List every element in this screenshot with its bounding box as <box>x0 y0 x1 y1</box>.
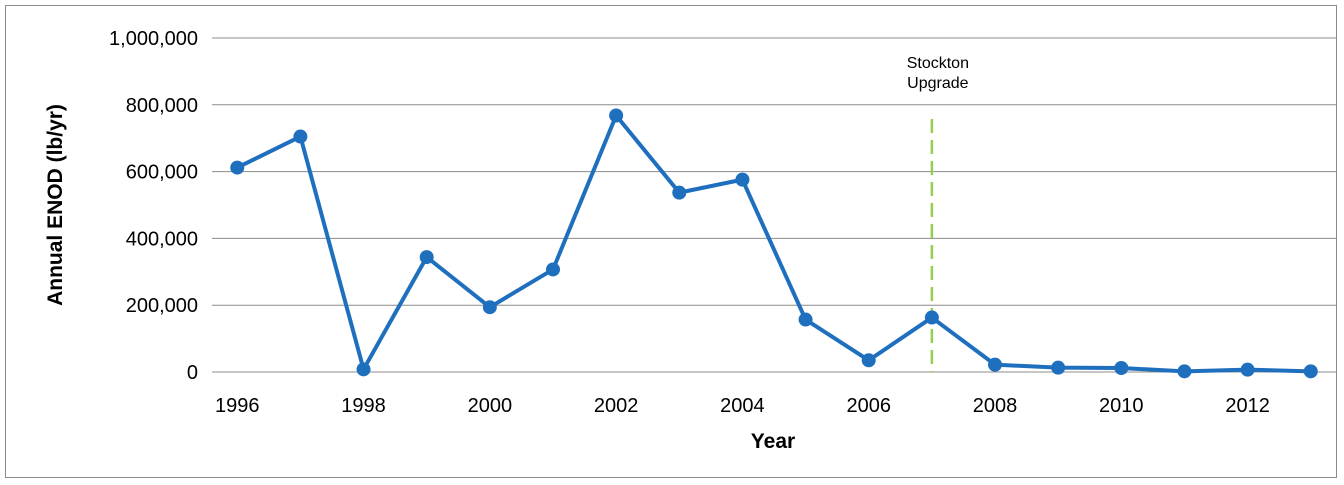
data-point <box>861 353 876 368</box>
data-point <box>230 160 245 175</box>
x-tick-label: 1998 <box>341 395 386 417</box>
x-axis-ticks: 1996 1998 2000 2002 2004 2006 2008 2010 2012 <box>215 395 1270 417</box>
gridlines <box>212 37 1336 373</box>
y-axis-title: Annual ENOD (lb/yr) <box>44 104 67 306</box>
x-tick-label: 2010 <box>1099 395 1144 417</box>
data-point <box>356 362 371 377</box>
annotation-label: Stockton <box>907 55 969 72</box>
data-point <box>924 310 939 325</box>
x-tick-label: 2008 <box>973 395 1018 417</box>
annotations: Stockton Upgrade <box>907 55 969 372</box>
series-layer <box>230 108 1318 379</box>
x-axis-title: Year <box>751 430 795 453</box>
data-point <box>1177 364 1192 379</box>
data-point <box>798 312 813 327</box>
x-tick-label: 2012 <box>1225 395 1270 417</box>
y-tick-label: 200,000 <box>126 295 198 317</box>
y-tick-label: 600,000 <box>126 162 198 184</box>
data-point <box>1240 362 1255 377</box>
data-point <box>545 262 560 277</box>
y-tick-label: 0 <box>187 362 198 384</box>
x-tick-label: 2004 <box>720 395 765 417</box>
y-tick-label: 400,000 <box>126 228 198 250</box>
y-tick-label: 1,000,000 <box>109 28 198 50</box>
y-tick-label: 800,000 <box>126 95 198 117</box>
x-tick-label: 2002 <box>594 395 639 417</box>
data-point <box>419 250 434 265</box>
data-point <box>672 185 687 200</box>
data-point <box>1303 364 1318 379</box>
x-tick-label: 2006 <box>846 395 891 417</box>
data-point <box>609 108 624 123</box>
y-axis-ticks: 0 200,000 400,000 600,000 800,000 1,000,000 <box>109 28 198 384</box>
data-point <box>1114 360 1129 375</box>
x-tick-label: 1996 <box>215 395 260 417</box>
data-point <box>988 357 1003 372</box>
series-line <box>236 113 1311 374</box>
data-point <box>735 172 750 187</box>
x-tick-label: 2000 <box>468 395 513 417</box>
data-point <box>1051 360 1066 375</box>
annotation-label: Upgrade <box>907 75 968 92</box>
chart-frame <box>5 5 1337 478</box>
data-point <box>293 129 308 144</box>
data-point <box>482 300 497 315</box>
